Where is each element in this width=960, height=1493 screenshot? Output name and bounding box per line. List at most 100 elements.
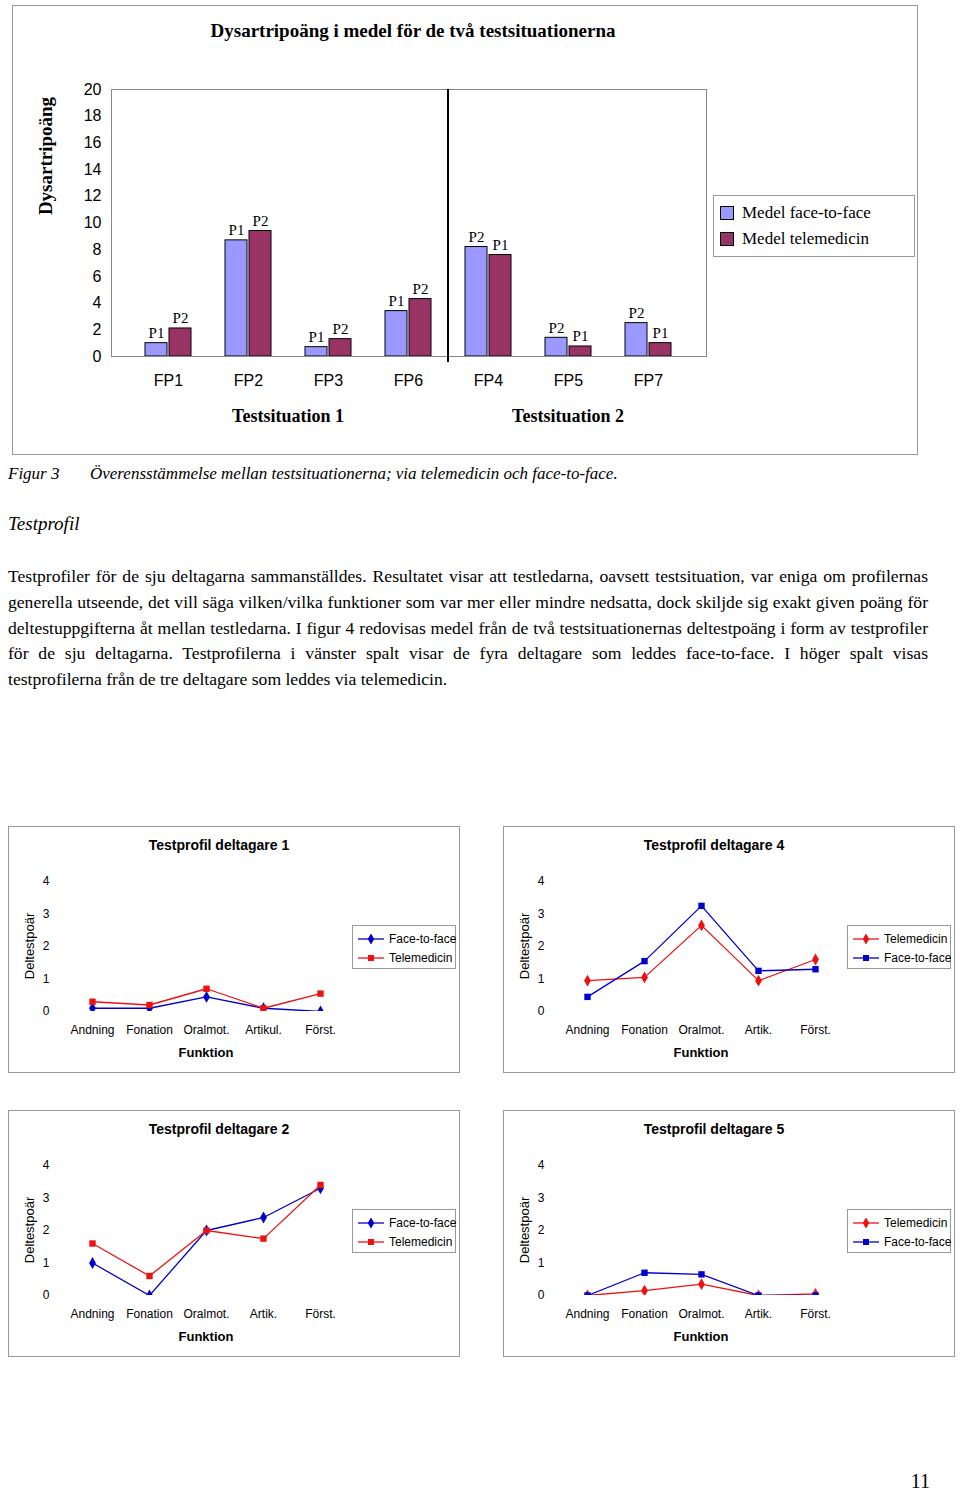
svg-text:Först.: Först. [305, 1023, 336, 1037]
svg-text:FP5: FP5 [554, 372, 583, 389]
html-text:Testsituation 1: Testsituation 1 [232, 406, 344, 426]
html-text:Dysartripoäng: Dysartripoäng [35, 96, 56, 216]
html-text:Telemedicin: Telemedicin [389, 950, 453, 965]
svg-text:12: 12 [84, 187, 102, 204]
svg-text:Artik.: Artik. [745, 1023, 772, 1037]
svg-text:18: 18 [84, 107, 102, 124]
svg-text:8: 8 [93, 241, 102, 258]
svg-text:Oralmot.: Oralmot. [183, 1023, 229, 1037]
svg-text:1: 1 [538, 1256, 545, 1270]
html-text:Medel telemedicin: Medel telemedicin [742, 229, 869, 248]
html-text:Testprofil deltagare 2: Testprofil deltagare 2 [148, 1121, 290, 1137]
svg-text:4: 4 [538, 874, 545, 888]
html-text:Testprofil deltagare 5: Testprofil deltagare 5 [643, 1121, 785, 1137]
svg-text:Andning: Andning [70, 1307, 114, 1321]
svg-text:P1: P1 [229, 222, 245, 238]
svg-text:4: 4 [538, 1158, 545, 1172]
svg-text:0: 0 [43, 1288, 50, 1302]
svg-text:Andning: Andning [565, 1023, 609, 1037]
html-text:Testprofiler för de sju deltag: Testprofiler för de sju deltagarna samma… [8, 566, 928, 690]
svg-text:Fonation: Fonation [126, 1307, 173, 1321]
svg-text:14: 14 [84, 161, 102, 178]
html-text:11: 11 [910, 1470, 930, 1492]
svg-text:3: 3 [538, 907, 545, 921]
svg-text:Först.: Först. [800, 1023, 831, 1037]
svg-text:4: 4 [43, 874, 50, 888]
svg-text:P2: P2 [333, 321, 349, 337]
svg-text:2: 2 [43, 1223, 50, 1237]
svg-text:Andning: Andning [70, 1023, 114, 1037]
html-text:Face-to-face: Face-to-face [389, 1215, 457, 1230]
svg-text:2: 2 [93, 321, 102, 338]
svg-text:Andning: Andning [565, 1307, 609, 1321]
svg-text:Först.: Först. [305, 1307, 336, 1321]
html-text:Överensstämmelse mellan testsi: Överensstämmelse mellan testsituationern… [90, 464, 618, 483]
html-text:Telemedicin: Telemedicin [884, 931, 948, 946]
svg-text:20: 20 [84, 81, 102, 98]
svg-text:FP2: FP2 [234, 372, 263, 389]
svg-text:P2: P2 [413, 281, 429, 297]
svg-text:P2: P2 [469, 229, 485, 245]
svg-text:Artikul.: Artikul. [245, 1023, 282, 1037]
html-text:Testprofil deltagare 4: Testprofil deltagare 4 [643, 837, 785, 853]
svg-text:6: 6 [93, 268, 102, 285]
svg-text:P2: P2 [173, 310, 189, 326]
svg-text:P1: P1 [309, 329, 325, 345]
html-text:Deltestpoär: Deltestpoär [21, 1196, 37, 1264]
svg-text:Först.: Först. [800, 1307, 831, 1321]
html-text:Funktion: Funktion [178, 1329, 234, 1344]
html-text:Medel face-to-face: Medel face-to-face [742, 203, 871, 222]
svg-text:P1: P1 [493, 237, 509, 253]
svg-text:1: 1 [43, 972, 50, 986]
svg-text:1: 1 [538, 972, 545, 986]
html-text:Face-to-face: Face-to-face [884, 950, 952, 965]
svg-text:2: 2 [538, 939, 545, 953]
html-text:Testsituation 2: Testsituation 2 [512, 406, 624, 426]
svg-text:FP1: FP1 [154, 372, 183, 389]
html-text:Figur 3: Figur 3 [8, 464, 60, 483]
svg-text:Oralmot.: Oralmot. [678, 1307, 724, 1321]
svg-text:FP7: FP7 [634, 372, 663, 389]
html-text:Testprofil deltagare 1: Testprofil deltagare 1 [148, 837, 290, 853]
svg-text:4: 4 [43, 1158, 50, 1172]
svg-text:3: 3 [538, 1191, 545, 1205]
svg-text:3: 3 [43, 1191, 50, 1205]
svg-text:P1: P1 [389, 293, 405, 309]
svg-text:4: 4 [93, 294, 102, 311]
svg-text:Artik.: Artik. [745, 1307, 772, 1321]
html-text:Telemedicin: Telemedicin [389, 1234, 453, 1249]
svg-text:0: 0 [538, 1004, 545, 1018]
svg-text:FP4: FP4 [474, 372, 503, 389]
svg-text:P2: P2 [629, 305, 645, 321]
svg-text:10: 10 [84, 214, 102, 231]
svg-text:Fonation: Fonation [621, 1307, 668, 1321]
svg-text:3: 3 [43, 907, 50, 921]
svg-text:FP6: FP6 [394, 372, 423, 389]
svg-text:P1: P1 [653, 325, 669, 341]
svg-text:1: 1 [43, 1256, 50, 1270]
svg-text:Oralmot.: Oralmot. [183, 1307, 229, 1321]
svg-text:Fonation: Fonation [126, 1023, 173, 1037]
svg-text:16: 16 [84, 134, 102, 151]
svg-text:P1: P1 [573, 328, 589, 344]
html-text:Face-to-face: Face-to-face [389, 931, 457, 946]
svg-text:Artik.: Artik. [250, 1307, 277, 1321]
svg-text:0: 0 [93, 348, 102, 365]
html-text:Funktion: Funktion [178, 1045, 234, 1060]
svg-text:FP3: FP3 [314, 372, 343, 389]
svg-text:P1: P1 [149, 325, 165, 341]
html-text:Testprofil: Testprofil [8, 513, 80, 534]
html-text:Funktion: Funktion [673, 1045, 729, 1060]
svg-text:Oralmot.: Oralmot. [678, 1023, 724, 1037]
svg-text:2: 2 [538, 1223, 545, 1237]
svg-text:0: 0 [538, 1288, 545, 1302]
html-text:Deltestpoär: Deltestpoär [516, 1196, 532, 1264]
svg-text:2: 2 [43, 939, 50, 953]
svg-text:P2: P2 [253, 213, 269, 229]
html-text:Deltestpoär: Deltestpoär [516, 912, 532, 980]
svg-text:P2: P2 [549, 320, 565, 336]
svg-text:Fonation: Fonation [621, 1023, 668, 1037]
html-text:Deltestpoär: Deltestpoär [21, 912, 37, 980]
html-text:Dysartripoäng i medel för de t: Dysartripoäng i medel för de två testsit… [210, 20, 616, 41]
svg-text:0: 0 [43, 1004, 50, 1018]
